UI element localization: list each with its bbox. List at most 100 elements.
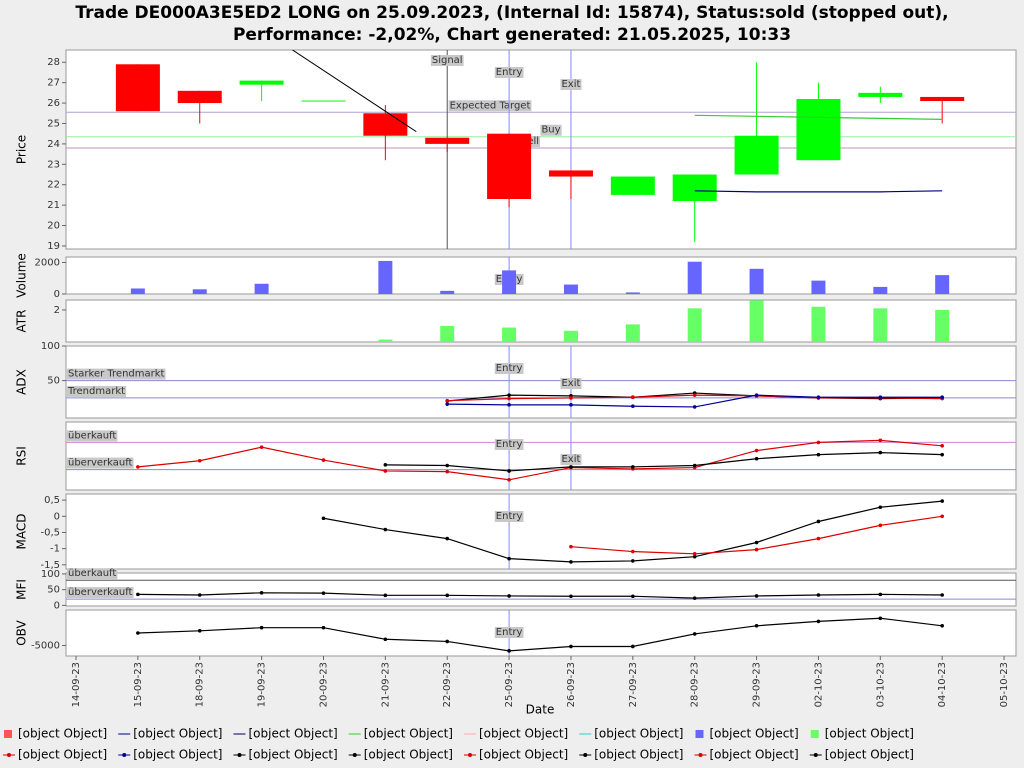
series-point [197,593,202,597]
legend-swatch [468,753,472,757]
series-point [631,404,635,409]
series-point [569,544,573,549]
y-tick-label: 24 [47,139,60,150]
candle-body [115,64,160,112]
legend-label: [object Object] [364,727,453,741]
event-label: Entry [496,67,523,78]
label-box [67,457,134,469]
series-point [754,547,759,552]
panel [65,49,1017,250]
series-line [385,451,943,472]
series-point [940,593,944,597]
legend-swatch [698,753,703,757]
series-point [631,644,635,649]
legend-label: [object Object] [18,748,107,762]
legend-swatch [122,753,127,757]
reference-label: Starker Trendmarkt [68,369,165,380]
event-label: Entry [496,511,523,522]
x-tick-label: 28-09-23 [690,662,701,707]
series-point [754,456,759,461]
trend-line [291,50,417,133]
legend-label: [object Object] [594,727,683,741]
y-tick-label: 100 [41,341,60,352]
bar [440,290,455,294]
series-point [321,625,326,630]
y-axis-label: MFI [15,579,29,600]
series-point [507,403,511,407]
x-tick-label: 18-09-23 [195,662,206,707]
label-box [494,439,524,450]
series-line [137,617,943,652]
y-tick-label: 28 [47,57,60,68]
series-point [692,463,697,468]
panel [65,299,1017,343]
candle-body [239,80,284,85]
series-point [445,639,450,644]
label-box [66,385,127,397]
label-box [430,55,464,66]
y-tick-label: -1,5 [40,560,60,571]
y-tick-label: 27 [47,78,60,89]
y-tick-label: 2 [54,305,60,316]
bar [502,270,517,294]
series-point [197,458,202,463]
panel [65,421,1017,491]
series-point [569,403,573,407]
legend-label: [object Object] [479,727,568,741]
series-point [136,631,140,635]
bar [687,308,702,342]
bar [254,283,269,294]
candle-body [920,96,965,102]
series-point [816,519,821,524]
y-tick-label: 19 [47,241,60,252]
event-label: Entry [496,363,523,374]
panel [65,345,1017,419]
bar [130,288,145,294]
series-point [507,393,511,397]
series-point [507,594,511,598]
bar [749,268,764,294]
x-tick-label: 27-09-23 [628,662,639,707]
event-label: Exit [561,79,580,90]
y-tick-label: 50 [47,376,60,387]
series-point [878,523,883,528]
bar [192,289,207,294]
series-point [878,438,883,443]
x-tick-label: 15-09-23 [133,662,144,707]
series-point [445,398,450,403]
bar [625,324,640,342]
y-tick-label: 100 [41,569,60,580]
series-point [878,505,883,510]
series-point [631,395,635,400]
series-point [445,593,450,598]
legend-swatch [352,753,357,757]
y-axis-label: Price [15,135,29,164]
label-box [494,627,524,638]
panel [65,572,1017,607]
reference-label: Buy [541,125,560,136]
label-box [494,67,524,78]
series-point [321,458,326,462]
series-point [692,596,697,600]
label-box [448,100,532,112]
bar [378,339,393,342]
chart-title: Trade DE000A3E5ED2 LONG on 25.09.2023, (… [75,3,948,23]
candle-body [672,174,717,202]
candle-body [301,100,346,102]
series-point [692,632,697,636]
series-point [816,536,821,541]
y-tick-label: 0,5 [44,495,60,506]
series-point [940,452,944,457]
series-point [383,527,388,532]
y-axis-label: RSI [15,446,29,466]
series-point [445,463,450,468]
series-point [631,465,635,469]
event-label: Signal [432,55,463,66]
series-point [878,450,883,455]
event-label: Exit [561,454,580,465]
bar [811,306,826,342]
series-point [445,536,450,541]
legend-label: [object Object] [18,727,107,741]
